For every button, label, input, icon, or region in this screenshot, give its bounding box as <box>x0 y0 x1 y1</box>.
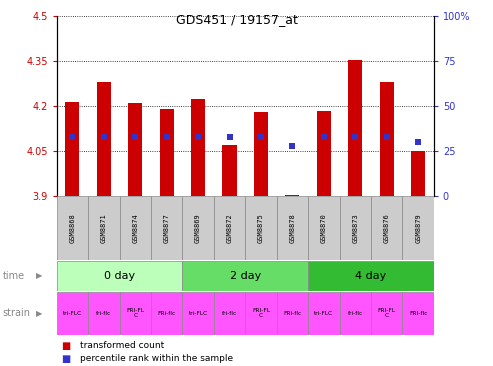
Text: FRi-flc: FRi-flc <box>158 311 176 316</box>
Text: ▶: ▶ <box>36 309 42 318</box>
FancyBboxPatch shape <box>340 292 371 335</box>
FancyBboxPatch shape <box>182 196 214 260</box>
FancyBboxPatch shape <box>214 196 245 260</box>
Text: GSM8873: GSM8873 <box>352 213 358 243</box>
Text: GSM8876: GSM8876 <box>384 213 389 243</box>
FancyBboxPatch shape <box>277 292 308 335</box>
Text: GSM8871: GSM8871 <box>101 213 107 243</box>
FancyBboxPatch shape <box>57 261 182 291</box>
Bar <box>191 99 205 196</box>
Text: GSM8879: GSM8879 <box>415 213 421 243</box>
Text: percentile rank within the sample: percentile rank within the sample <box>80 354 234 363</box>
FancyBboxPatch shape <box>402 196 434 260</box>
FancyBboxPatch shape <box>340 196 371 260</box>
Text: fri-flc: fri-flc <box>222 311 237 316</box>
FancyBboxPatch shape <box>371 196 402 260</box>
Text: FRI-flc: FRI-flc <box>409 311 427 316</box>
Text: GSM8872: GSM8872 <box>227 213 233 243</box>
FancyBboxPatch shape <box>119 196 151 260</box>
Text: 4 day: 4 day <box>355 271 387 281</box>
Text: GSM8874: GSM8874 <box>132 213 138 243</box>
Text: ■: ■ <box>62 354 71 364</box>
Bar <box>317 111 331 196</box>
Bar <box>66 102 79 196</box>
FancyBboxPatch shape <box>245 292 277 335</box>
FancyBboxPatch shape <box>151 196 182 260</box>
Text: GSM8870: GSM8870 <box>321 213 327 243</box>
Text: strain: strain <box>2 308 31 318</box>
FancyBboxPatch shape <box>182 261 308 291</box>
Text: GSM8878: GSM8878 <box>289 213 295 243</box>
Text: ■: ■ <box>62 341 71 351</box>
Text: tri-FLC: tri-FLC <box>314 311 333 316</box>
FancyBboxPatch shape <box>245 196 277 260</box>
Text: FRi-flc: FRi-flc <box>283 311 302 316</box>
Text: tri-FLC: tri-FLC <box>188 311 208 316</box>
FancyBboxPatch shape <box>88 292 119 335</box>
FancyBboxPatch shape <box>57 196 88 260</box>
FancyBboxPatch shape <box>402 292 434 335</box>
Text: FRI-FL
C: FRI-FL C <box>126 308 144 318</box>
FancyBboxPatch shape <box>214 292 245 335</box>
FancyBboxPatch shape <box>57 292 88 335</box>
Bar <box>97 82 111 196</box>
Text: GSM8877: GSM8877 <box>164 213 170 243</box>
Bar <box>285 195 299 196</box>
Text: 2 day: 2 day <box>230 271 261 281</box>
FancyBboxPatch shape <box>308 261 434 291</box>
FancyBboxPatch shape <box>182 292 214 335</box>
FancyBboxPatch shape <box>277 196 308 260</box>
Bar <box>411 151 425 196</box>
Text: GSM8869: GSM8869 <box>195 213 201 243</box>
FancyBboxPatch shape <box>308 292 340 335</box>
Text: transformed count: transformed count <box>80 341 165 350</box>
FancyBboxPatch shape <box>119 292 151 335</box>
Text: FRI-FL
C: FRI-FL C <box>252 308 270 318</box>
Bar <box>254 112 268 196</box>
Bar <box>380 82 394 196</box>
Text: 0 day: 0 day <box>104 271 135 281</box>
Text: ▶: ▶ <box>36 272 42 280</box>
Text: fri-flc: fri-flc <box>96 311 111 316</box>
Bar <box>128 103 142 196</box>
Text: GSM8875: GSM8875 <box>258 213 264 243</box>
Bar <box>160 109 174 196</box>
Text: FRI-FL
C: FRI-FL C <box>378 308 396 318</box>
Text: GSM8868: GSM8868 <box>70 213 75 243</box>
Text: GDS451 / 19157_at: GDS451 / 19157_at <box>176 13 298 26</box>
FancyBboxPatch shape <box>88 196 119 260</box>
Text: time: time <box>2 271 25 281</box>
FancyBboxPatch shape <box>308 196 340 260</box>
Bar <box>222 145 237 196</box>
Text: fri-flc: fri-flc <box>348 311 363 316</box>
FancyBboxPatch shape <box>151 292 182 335</box>
Bar <box>348 60 362 196</box>
FancyBboxPatch shape <box>371 292 402 335</box>
Text: tri-FLC: tri-FLC <box>63 311 82 316</box>
